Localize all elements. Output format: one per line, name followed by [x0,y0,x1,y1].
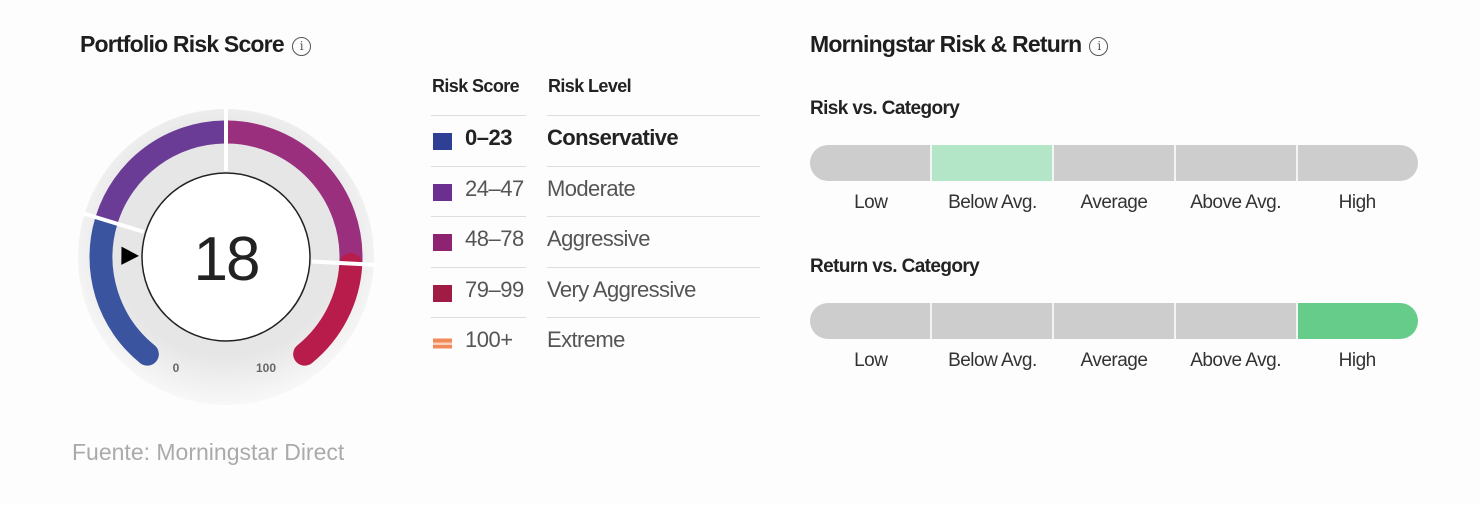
bar-level-label: High [1338,192,1377,213]
color-swatch [433,183,452,201]
gauge-segment [293,253,363,366]
legend-row: 0–23 Conservative [431,115,761,165]
legend-score: 48–78 [465,226,524,251]
bar-level-label: High [1338,350,1377,371]
gauge-segment [227,120,363,263]
legend-row: 48–78 Aggressive [431,216,761,266]
risk-level-labels: Low Below Avg. Average Above Avg. High [810,192,1418,214]
gauge-segment [89,209,159,366]
bar-segment [1298,145,1418,181]
bar-segment [932,145,1054,181]
portfolio-risk-score-title: Portfolio Risk Score i [80,31,311,58]
risk-vs-category-bar [810,145,1418,181]
gauge-center [141,172,311,342]
info-icon[interactable]: i [1089,37,1109,56]
legend-row: 79–99 Very Aggressive [431,266,761,317]
legend-score: 0–23 [465,125,512,150]
gauge-divider [81,211,145,234]
legend-level: Extreme [547,327,625,352]
bar-segment [1054,145,1176,181]
source-note: Fuente: Morningstar Direct [72,439,345,465]
risk-score-value: 18 [194,225,259,294]
bar-level-label: Low [854,192,888,213]
legend-level: Conservative [547,125,679,150]
gauge-max-label: 100 [256,361,276,375]
gauge-divider [311,259,376,267]
bar-level-label: Low [854,350,888,371]
bar-segment [810,303,932,339]
gauge-min-label: 0 [173,361,180,375]
bar-level-label: Below Avg. [948,350,1037,371]
bar-level-label: Above Avg. [1190,192,1281,213]
legend-level: Very Aggressive [547,276,696,302]
legend-score: 100+ [465,327,513,352]
risk-gauge: 18 0 100 [78,107,376,405]
color-swatch [433,133,452,150]
color-swatch [433,284,452,302]
title-text: Morningstar Risk & Return [810,31,1082,57]
bar-segment [1176,303,1298,339]
bar-segment [1298,303,1418,339]
legend-row: 24–47 Moderate [431,165,761,216]
color-swatch [433,234,452,251]
bar-segment [1054,303,1176,339]
legend-header-score: Risk Score [432,76,520,96]
risk-vs-category-label: Risk vs. Category [810,98,960,119]
bar-segment [1176,145,1298,181]
gauge-pointer-icon [121,246,140,265]
info-icon[interactable]: i [291,37,311,56]
bar-level-label: Below Avg. [948,192,1037,213]
legend-score: 79–99 [465,276,524,302]
return-vs-category-label: Return vs. Category [810,256,980,277]
title-text: Portfolio Risk Score [80,31,285,57]
bar-level-label: Average [1080,192,1148,213]
risk-return-title: Morningstar Risk & Return i [810,31,1109,58]
legend-level: Moderate [547,175,636,201]
legend-level: Aggressive [547,226,650,251]
gauge-segment [95,120,225,224]
return-vs-category-bar [810,303,1418,339]
bar-level-label: Average [1080,350,1148,371]
legend-header-level: Risk Level [548,76,632,96]
return-level-labels: Low Below Avg. Average Above Avg. High [810,350,1418,372]
legend-score: 24–47 [465,175,524,201]
bar-segment [932,303,1054,339]
extreme-swatch [433,335,452,352]
bar-segment [810,145,932,181]
bar-level-label: Above Avg. [1190,350,1281,371]
legend-row: 100+ Extreme [431,317,761,367]
